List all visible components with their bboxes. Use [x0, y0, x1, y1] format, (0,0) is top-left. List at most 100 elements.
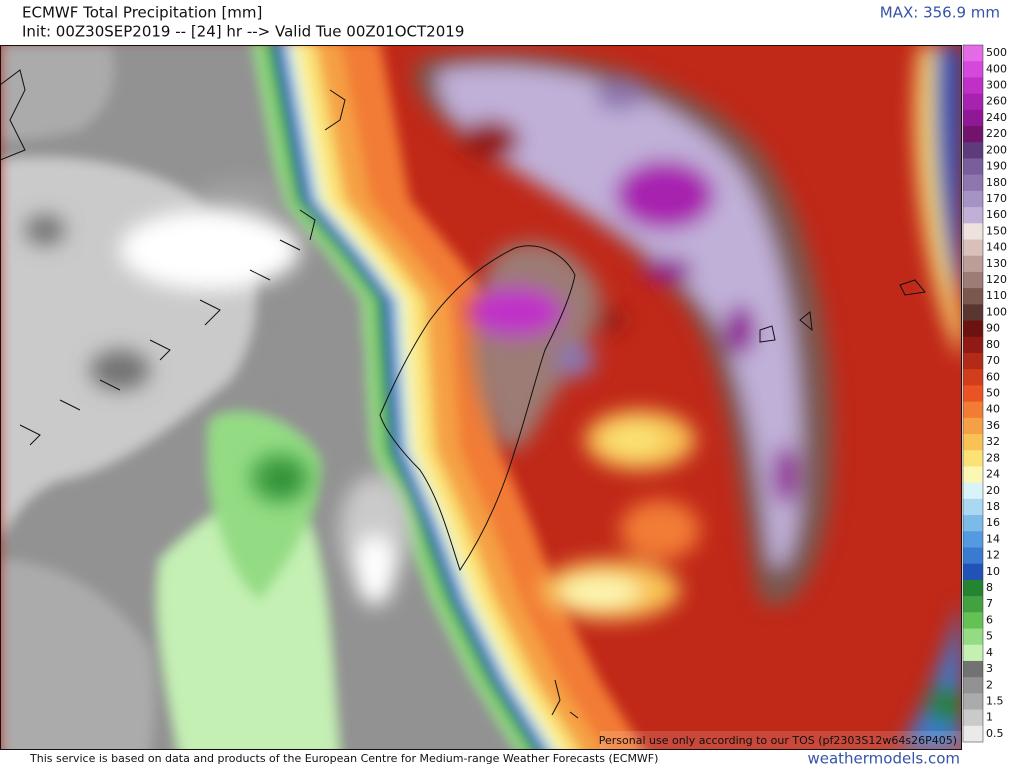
colorbar-label: 120: [986, 273, 1007, 286]
colorbar-swatch: [963, 77, 983, 95]
colorbar-swatch: [963, 304, 983, 322]
colorbar-label: 100: [986, 305, 1007, 318]
colorbar-swatch: [963, 531, 983, 548]
colorbar-label: 110: [986, 289, 1007, 302]
colorbar-swatch: [963, 158, 983, 176]
colorbar-label: 40: [986, 403, 1000, 416]
colorbar-label: 1: [986, 711, 993, 724]
colorbar-swatch: [963, 61, 983, 78]
colorbar-label: 90: [986, 322, 1000, 335]
colorbar-label: 140: [986, 241, 1007, 254]
colorbar-swatch: [963, 709, 983, 727]
colorbar-swatch: [963, 369, 983, 386]
coastlines: [0, 69, 926, 719]
colorbar: 5004003002602402202001901801701601501401…: [962, 44, 1007, 743]
colorbar-label: 1.5: [986, 694, 1004, 707]
colorbar-swatch: [963, 239, 983, 257]
colorbar-swatch: [963, 174, 983, 192]
colorbar-label: 400: [986, 62, 1007, 75]
colorbar-label: 70: [986, 354, 1000, 367]
colorbar-swatch: [963, 126, 983, 143]
colorbar-label: 36: [986, 419, 1000, 432]
dry-area: [0, 45, 114, 140]
max-value: MAX: 356.9 mm: [880, 4, 1000, 22]
colorbar-swatch: [963, 579, 983, 597]
colorbar-label: 240: [986, 111, 1007, 124]
colorbar-label: 8: [986, 581, 993, 594]
colorbar-label: 170: [986, 192, 1007, 205]
colorbar-swatch: [963, 563, 983, 581]
colorbar-swatch: [963, 207, 983, 224]
colorbar-swatch: [963, 190, 983, 208]
colorbar-swatch: [963, 482, 983, 500]
colorbar-swatch: [963, 271, 983, 289]
colorbar-swatch: [963, 450, 983, 467]
colorbar-swatch: [963, 515, 983, 532]
colorbar-label: 18: [986, 500, 1000, 513]
precip-cells: [25, 45, 962, 750]
colorbar-label: 28: [986, 451, 1000, 464]
colorbar-label: 12: [986, 549, 1000, 562]
colorbar-swatch: [963, 547, 983, 565]
colorbar-label: 5: [986, 630, 993, 643]
colorbar-label: 7: [986, 597, 993, 610]
colorbar-swatch: [963, 660, 983, 678]
colorbar-swatch: [963, 434, 983, 451]
colorbar-label: 2: [986, 678, 993, 691]
colorbar-swatch: [963, 466, 983, 484]
colorbar-label: 60: [986, 370, 1000, 383]
precip-map: Personal use only according to our TOS (…: [0, 45, 962, 750]
colorbar-swatch: [963, 693, 983, 711]
colorbar-label: 220: [986, 127, 1007, 140]
colorbar-label: 300: [986, 79, 1007, 92]
colorbar-swatch: [963, 255, 983, 273]
footer-source: This service is based on data and produc…: [29, 752, 658, 765]
usage-notice: Personal use only according to our TOS (…: [599, 734, 957, 747]
colorbar-swatch: [963, 352, 983, 370]
colorbar-swatch: [963, 336, 983, 354]
colorbar-swatch: [963, 628, 983, 646]
colorbar-swatch: [963, 644, 983, 662]
colorbar-label: 260: [986, 95, 1007, 108]
colorbar-swatch: [963, 109, 983, 127]
colorbar-label: 6: [986, 613, 993, 626]
colorbar-label: 500: [986, 46, 1007, 59]
colorbar-swatch: [963, 677, 983, 694]
colorbar-label: 130: [986, 257, 1007, 270]
colorbar-swatch: [963, 142, 983, 159]
colorbar-label: 0.5: [986, 727, 1004, 740]
init-time: Init: 00Z30SEP2019 -- [24] hr --> Valid …: [22, 23, 464, 41]
colorbar-label: 200: [986, 143, 1007, 156]
colorbar-label: 3: [986, 662, 993, 675]
colorbar-swatch: [963, 45, 983, 62]
colorbar-swatch: [963, 93, 983, 111]
colorbar-label: 20: [986, 484, 1000, 497]
colorbar-label: 24: [986, 468, 1000, 481]
colorbar-label: 4: [986, 646, 993, 659]
title: ECMWF Total Precipitation [mm]: [22, 4, 262, 22]
colorbar-swatch: [963, 223, 983, 241]
map-frame: [0, 45, 962, 750]
colorbar-label: 80: [986, 338, 1000, 351]
colorbar-label: 160: [986, 208, 1007, 221]
colorbar-label: 16: [986, 516, 1000, 529]
colorbar-frame: [962, 44, 984, 743]
colorbar-swatch: [963, 498, 983, 516]
light-rain-area: [0, 560, 155, 750]
colorbar-label: 32: [986, 435, 1000, 448]
colorbar-swatch: [963, 596, 983, 613]
notice-bg: [600, 731, 962, 750]
colorbar-label: 10: [986, 565, 1000, 578]
colorbar-swatch: [963, 725, 983, 743]
colorbar-swatch: [963, 320, 983, 338]
colorbar-label: 180: [986, 176, 1007, 189]
colorbar-label: 190: [986, 160, 1007, 173]
colorbar-swatch: [963, 417, 983, 435]
colorbar-swatch: [963, 288, 983, 305]
colorbar-swatch: [963, 385, 983, 403]
colorbar-swatch: [963, 401, 983, 419]
colorbar-label: 14: [986, 532, 1000, 545]
footer-site: weathermodels.com: [807, 750, 960, 768]
